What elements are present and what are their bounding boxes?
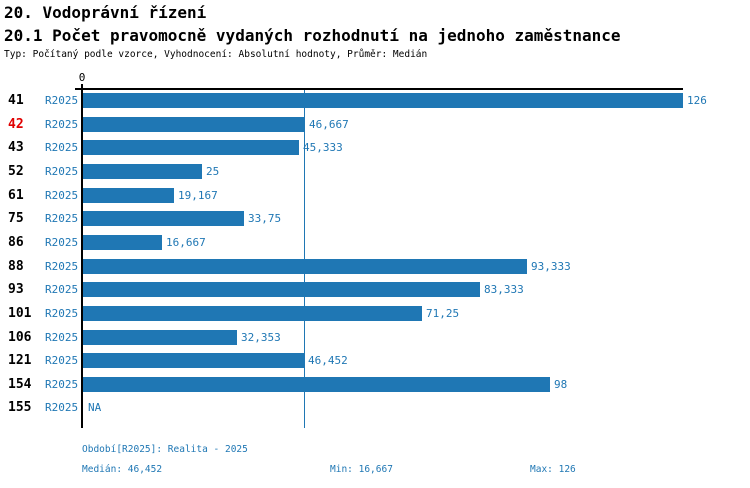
y-axis-line [81, 84, 83, 428]
chart-row: 43 R2025 45,333 [0, 140, 750, 156]
value-bar [83, 93, 683, 108]
row-period-label: R2025 [45, 212, 79, 226]
indicator-meta: Typ: Počítaný podle vzorce, Vyhodnocení:… [4, 49, 428, 60]
indicator-title: 20.1 Počet pravomocně vydaných rozhodnut… [4, 26, 621, 45]
row-code-label: 41 [8, 93, 24, 108]
chart-row: 93 R2025 83,333 [0, 282, 750, 298]
bar-value-label: NA [88, 401, 102, 415]
x-axis-line [75, 88, 683, 90]
value-bar [83, 116, 305, 132]
row-code-label: 88 [8, 258, 24, 274]
row-code-label: 93 [8, 282, 24, 298]
bar-value-label: 83,333 [484, 283, 524, 297]
x-axis-zero-tick-label: 0 [78, 71, 86, 84]
bar-value-label: 19,167 [178, 188, 218, 202]
row-period-label: R2025 [45, 94, 79, 107]
value-bar [83, 258, 527, 274]
row-period-label: R2025 [45, 259, 79, 273]
row-period-label: R2025 [45, 283, 79, 297]
stat-min: Min: 16,667 [330, 464, 393, 475]
chart-row: 101 R2025 71,25 [0, 305, 750, 321]
row-period-label: R2025 [45, 117, 79, 131]
chart-row: 154 R2025 98 [0, 376, 750, 392]
bar-value-label: 33,75 [248, 212, 282, 226]
bar-value-label: 25 [206, 164, 220, 178]
chart-row: 61 R2025 19,167 [0, 187, 750, 203]
value-bar [83, 329, 237, 345]
value-bar [83, 163, 202, 179]
value-bar [83, 353, 304, 369]
chart-row: 75 R2025 33,75 [0, 211, 750, 227]
row-period-label: R2025 [45, 306, 79, 320]
value-bar [83, 376, 550, 392]
chart-row: 121 R2025 46,452 [0, 353, 750, 369]
row-period-label: R2025 [45, 141, 79, 155]
stat-max: Max: 126 [530, 464, 576, 475]
value-bar [83, 140, 299, 156]
row-period-label: R2025 [45, 377, 79, 391]
row-code-label: 61 [8, 187, 24, 203]
value-bar [83, 211, 244, 227]
chart-row: 86 R2025 16,667 [0, 234, 750, 250]
row-code-label: 155 [8, 400, 32, 416]
row-period-label: R2025 [45, 354, 79, 368]
chart-row: 155 R2025 NA [0, 400, 750, 415]
row-code-label: 52 [8, 163, 24, 179]
bar-value-label: 93,333 [531, 259, 571, 273]
stat-median: Medián: 46,452 [82, 464, 163, 475]
row-code-label: 86 [8, 234, 24, 250]
row-period-label: R2025 [45, 164, 79, 178]
chart-row: 41 R2025 126 [0, 93, 750, 108]
bar-value-label: 45,333 [303, 141, 343, 155]
row-period-label: R2025 [45, 188, 79, 202]
row-code-label: 42 [8, 116, 24, 132]
value-bar [83, 234, 162, 250]
row-code-label: 43 [8, 140, 24, 156]
bar-value-label: 46,452 [308, 354, 348, 368]
bar-value-label: 71,25 [426, 306, 460, 320]
bar-value-label: 32,353 [241, 330, 281, 344]
row-code-label: 154 [8, 376, 32, 392]
chart-row: 106 R2025 32,353 [0, 329, 750, 345]
chart-row: 52 R2025 25 [0, 163, 750, 179]
chapter-title: 20. Vodoprávní řízení [4, 3, 207, 22]
row-code-label: 106 [8, 329, 32, 345]
value-bar [83, 187, 174, 203]
value-bar [83, 305, 422, 321]
chart-row: 88 R2025 93,333 [0, 258, 750, 274]
row-period-label: R2025 [45, 235, 79, 249]
row-period-label: R2025 [45, 401, 79, 415]
chart-row: 42 R2025 46,667 [0, 116, 750, 132]
value-bar [83, 282, 480, 298]
bar-value-label: 46,667 [309, 117, 349, 131]
period-legend: Období[R2025]: Realita - 2025 [82, 444, 248, 455]
bar-value-label: 98 [554, 377, 568, 391]
row-code-label: 75 [8, 211, 24, 227]
row-code-label: 101 [8, 305, 32, 321]
row-period-label: R2025 [45, 330, 79, 344]
bar-value-label: 16,667 [166, 235, 206, 249]
bar-value-label: 126 [687, 94, 707, 107]
row-code-label: 121 [8, 353, 32, 369]
